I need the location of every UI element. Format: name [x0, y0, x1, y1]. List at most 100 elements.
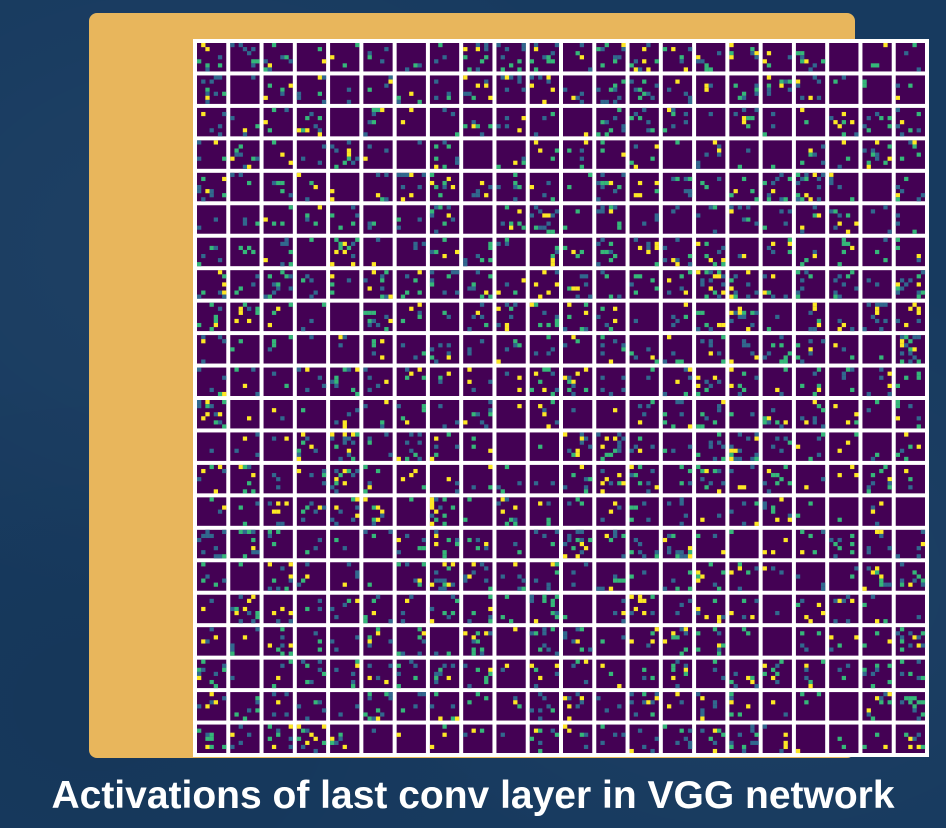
activation-tile	[795, 335, 826, 364]
activation-pixel	[434, 509, 439, 514]
activation-pixel	[808, 501, 813, 506]
activation-pixel	[550, 197, 555, 202]
activation-pixel	[600, 468, 605, 474]
activation-pixel	[301, 728, 306, 733]
activation-pixel	[230, 172, 235, 177]
activation-pixel	[629, 116, 634, 121]
activation-pixel	[583, 132, 589, 137]
activation-pixel	[629, 473, 634, 478]
activation-tile	[895, 562, 926, 591]
activation-pixel	[396, 684, 401, 689]
activation-pixel	[400, 343, 406, 348]
activation-pixel	[438, 667, 443, 672]
activation-pixel	[255, 610, 260, 616]
activation-pixel	[708, 258, 713, 263]
activation-pixel	[355, 43, 360, 48]
activation-pixel	[546, 517, 551, 522]
activation-pixel	[434, 205, 439, 210]
activation-pixel	[908, 444, 913, 449]
activation-pixel	[542, 412, 547, 417]
activation-pixel	[529, 708, 535, 713]
activation-tile	[197, 464, 227, 494]
activation-tile	[729, 75, 759, 104]
activation-tile	[197, 140, 227, 169]
activation-pixel	[912, 335, 917, 340]
activation-pixel	[579, 501, 585, 506]
activation-pixel	[429, 209, 435, 214]
activation-pixel	[201, 111, 206, 117]
activation-pixel	[866, 164, 871, 169]
activation-tile	[496, 627, 526, 656]
activation-pixel	[251, 473, 256, 478]
activation-pixel	[633, 505, 639, 510]
activation-pixel	[351, 671, 356, 676]
activation-tile	[429, 335, 460, 364]
activation-pixel	[380, 107, 385, 113]
activation-pixel	[729, 456, 734, 461]
activation-pixel	[700, 278, 705, 283]
activation-pixel	[866, 550, 871, 555]
activation-tile	[463, 724, 493, 753]
activation-pixel	[529, 598, 535, 603]
activation-pixel	[217, 124, 223, 129]
activation-pixel	[321, 59, 327, 64]
activation-pixel	[517, 550, 522, 555]
activation-pixel	[646, 481, 651, 486]
activation-pixel	[721, 290, 726, 295]
activation-pixel	[517, 75, 522, 80]
activation-pixel	[209, 79, 214, 84]
activation-pixel	[409, 371, 414, 376]
activation-pixel	[321, 505, 327, 510]
activation-pixel	[866, 278, 871, 283]
activation-pixel	[384, 314, 389, 319]
activation-pixel	[517, 79, 522, 84]
activation-pixel	[247, 318, 252, 324]
activation-pixel	[575, 529, 580, 534]
activation-pixel	[563, 245, 568, 251]
activation-pixel	[916, 359, 921, 364]
activation-pixel	[879, 574, 884, 579]
activation-pixel	[575, 253, 580, 259]
activation-pixel	[263, 217, 268, 222]
activation-tile	[829, 302, 859, 332]
activation-pixel	[675, 550, 680, 555]
activation-pixel	[442, 521, 447, 526]
activation-pixel	[608, 481, 614, 486]
activation-pixel	[629, 574, 634, 579]
activation-tile	[862, 335, 892, 364]
activation-pixel	[355, 513, 360, 518]
activation-pixel	[588, 444, 593, 449]
activation-tile	[729, 464, 759, 494]
activation-pixel	[247, 180, 252, 186]
activation-tile	[696, 140, 726, 169]
activation-pixel	[463, 258, 468, 263]
activation-pixel	[642, 107, 647, 113]
activation-pixel	[496, 164, 501, 169]
activation-pixel	[479, 314, 485, 319]
activation-pixel	[650, 400, 655, 405]
activation-pixel	[775, 314, 780, 319]
activation-pixel	[787, 481, 793, 486]
activation-pixel	[450, 270, 456, 275]
activation-tile	[396, 43, 426, 72]
activation-pixel	[284, 274, 289, 279]
activation-pixel	[608, 452, 614, 457]
activation-pixel	[704, 241, 709, 246]
activation-pixel	[438, 716, 443, 721]
activation-tile	[762, 562, 792, 591]
activation-pixel	[721, 456, 726, 461]
activation-pixel	[600, 663, 605, 668]
activation-pixel	[242, 716, 248, 721]
activation-pixel	[255, 306, 260, 311]
activation-pixel	[596, 180, 601, 186]
activation-pixel	[762, 274, 767, 279]
activation-pixel	[351, 221, 356, 226]
activation-pixel	[355, 570, 360, 575]
activation-pixel	[733, 310, 738, 315]
activation-pixel	[267, 274, 273, 279]
activation-pixel	[417, 302, 422, 307]
activation-pixel	[384, 83, 389, 88]
activation-pixel	[434, 533, 439, 539]
activation-pixel	[621, 375, 626, 380]
activation-pixel	[517, 59, 522, 64]
